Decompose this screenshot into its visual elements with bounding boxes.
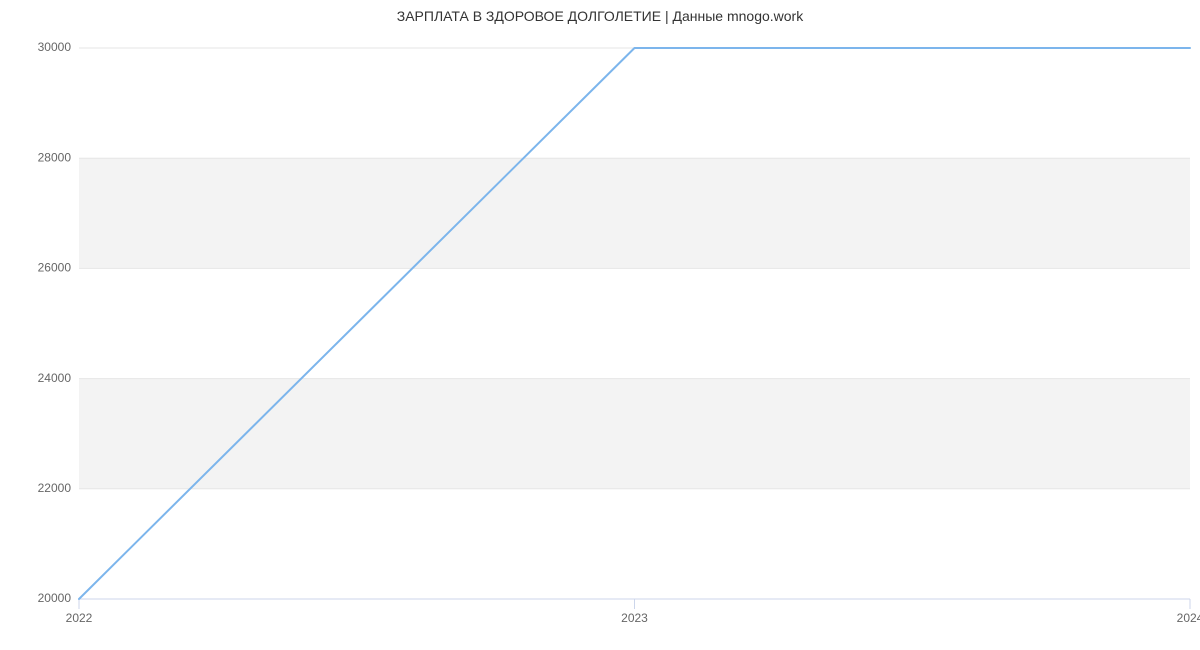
y-tick-label: 24000 <box>38 371 72 385</box>
y-tick-label: 22000 <box>38 481 72 495</box>
y-tick-label: 20000 <box>38 591 72 605</box>
line-chart: ЗАРПЛАТА В ЗДОРОВОЕ ДОЛГОЛЕТИЕ | Данные … <box>0 0 1200 650</box>
chart-title: ЗАРПЛАТА В ЗДОРОВОЕ ДОЛГОЛЕТИЕ | Данные … <box>0 8 1200 24</box>
x-tick-label: 2024 <box>1177 611 1200 625</box>
y-tick-label: 30000 <box>38 40 72 54</box>
y-tick-label: 26000 <box>38 261 72 275</box>
chart-svg: 20000 22000 24000 26000 28000 30000 2022 2023 20… <box>0 0 1200 650</box>
x-tick-label: 2023 <box>621 611 648 625</box>
y-tick-label: 28000 <box>38 150 72 164</box>
x-tick-label: 2022 <box>66 611 93 625</box>
